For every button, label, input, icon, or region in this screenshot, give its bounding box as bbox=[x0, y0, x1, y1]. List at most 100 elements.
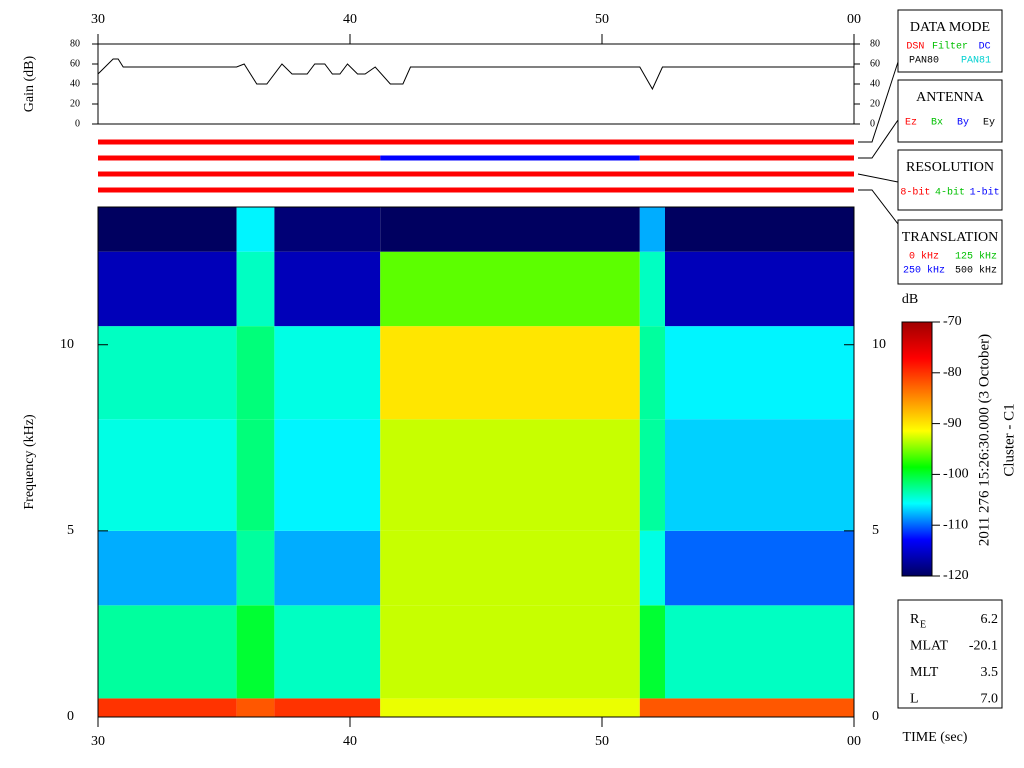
legend-entry: 0 kHz bbox=[909, 251, 939, 263]
spectrogram-cell bbox=[274, 419, 381, 531]
spectrogram-cell bbox=[236, 530, 275, 606]
gain-y-label: Gain (dB) bbox=[22, 55, 37, 112]
connectors bbox=[857, 61, 899, 225]
legend-title: RESOLUTION bbox=[906, 160, 994, 175]
legend-box bbox=[897, 219, 1003, 285]
spectrogram-cell bbox=[639, 251, 665, 327]
y-tick-label: 40 bbox=[870, 78, 880, 89]
x-axis-label: TIME (sec) bbox=[903, 730, 968, 745]
spectrogram-cell bbox=[665, 605, 854, 699]
spectrogram-cell bbox=[380, 698, 640, 717]
spectrogram-cell bbox=[274, 251, 381, 327]
legend-title: TRANSLATION bbox=[902, 230, 998, 245]
spectrogram-cell bbox=[665, 698, 854, 717]
ephemeris-value: 3.5 bbox=[981, 665, 999, 680]
connector bbox=[858, 61, 899, 143]
spectrogram-cell bbox=[236, 419, 275, 531]
ephemeris-value: 6.2 bbox=[981, 612, 999, 627]
spectrogram-cell bbox=[236, 251, 275, 327]
y-tick-label: 0 bbox=[870, 118, 875, 129]
y-tick-label: 40 bbox=[70, 78, 80, 89]
x-tick-label: 50 bbox=[595, 734, 609, 749]
legend-title: DATA MODE bbox=[910, 20, 990, 35]
legend-entry: DSN bbox=[906, 42, 924, 53]
spectrogram-cell bbox=[380, 605, 640, 699]
spectrogram-cell bbox=[274, 530, 381, 606]
y-tick-label: 5 bbox=[872, 523, 879, 538]
x-tick-label: 40 bbox=[343, 12, 357, 27]
x-tick-label: 00 bbox=[847, 734, 861, 749]
connector bbox=[858, 189, 899, 225]
spectrogram-cell bbox=[98, 207, 237, 252]
spectrogram-cell bbox=[236, 207, 275, 252]
colorbar-tick-label: -120 bbox=[943, 568, 969, 583]
x-tick-label: 30 bbox=[91, 734, 105, 749]
legend-entry: Bx bbox=[931, 118, 943, 129]
freq-y-label: Frequency (kHz) bbox=[22, 414, 37, 510]
spectrogram-cell bbox=[274, 698, 381, 717]
spectrogram-cell bbox=[98, 605, 237, 699]
y-tick-label: 0 bbox=[67, 709, 74, 724]
ephemeris-box bbox=[897, 599, 1003, 709]
y-tick-label: 20 bbox=[870, 98, 880, 109]
gain-line bbox=[97, 58, 854, 91]
legend-entry: 500 kHz bbox=[955, 265, 997, 277]
y-tick-label: 80 bbox=[70, 38, 80, 49]
colorbar-tick-label: -110 bbox=[943, 517, 968, 532]
spectrogram-cell bbox=[98, 251, 237, 327]
legend-entry: Filter bbox=[932, 41, 968, 53]
y-tick-label: 80 bbox=[870, 38, 880, 49]
y-tick-label: 5 bbox=[67, 523, 74, 538]
spectrogram-cell bbox=[274, 207, 381, 252]
colorbar-tick-label: -90 bbox=[943, 416, 962, 431]
y-tick-label: 0 bbox=[872, 709, 879, 724]
legend-entry: DC bbox=[979, 42, 991, 53]
y-tick-label: 10 bbox=[60, 337, 74, 352]
legend-entry: By bbox=[957, 118, 969, 129]
spacecraft-label: Cluster - C1 bbox=[1001, 403, 1017, 476]
spectrogram-cell bbox=[380, 207, 640, 252]
spectrogram-cell bbox=[639, 326, 665, 420]
spectrogram-cell bbox=[380, 530, 640, 606]
gain-frame bbox=[97, 43, 855, 125]
spectrogram-cell bbox=[665, 530, 854, 606]
spectrogram-cell bbox=[274, 605, 381, 699]
legend-entry: 8-bit bbox=[900, 187, 930, 199]
colorbar-label: dB bbox=[902, 292, 918, 307]
ephemeris-label: MLAT bbox=[910, 639, 949, 654]
spectrogram-cell bbox=[639, 530, 665, 606]
y-tick-label: 10 bbox=[872, 337, 886, 352]
spectrogram-cell bbox=[665, 207, 854, 252]
spectrogram-cell bbox=[665, 326, 854, 420]
spectrogram-cell bbox=[236, 698, 275, 717]
connector bbox=[857, 173, 899, 183]
ephemeris-value: -20.1 bbox=[969, 639, 998, 654]
colorbar-tick-label: -100 bbox=[943, 467, 969, 482]
legend-entry: Ey bbox=[983, 118, 995, 129]
date-label: 2011 276 15:26:30.000 (3 October) bbox=[976, 334, 992, 546]
x-tick-label: 00 bbox=[847, 12, 861, 27]
spectrogram-cell bbox=[98, 698, 237, 717]
y-tick-label: 0 bbox=[75, 118, 80, 129]
spectrogram-cell bbox=[639, 605, 665, 699]
spectrogram-cell bbox=[380, 251, 640, 327]
spectrogram-cell bbox=[236, 326, 275, 420]
spectrogram-cell bbox=[639, 419, 665, 531]
spectrogram-cell bbox=[98, 530, 237, 606]
legend-entry: 4-bit bbox=[935, 187, 965, 199]
spectrogram-frame bbox=[97, 206, 855, 718]
legend-box bbox=[897, 79, 1003, 143]
ephemeris-subscript: E bbox=[920, 619, 926, 630]
spectrogram-cell bbox=[665, 419, 854, 531]
spectrogram-cell bbox=[380, 419, 640, 531]
spectrogram-cell bbox=[98, 326, 237, 420]
ephemeris-label: MLT bbox=[910, 665, 939, 680]
ephemeris-label: R bbox=[910, 612, 920, 627]
spectrogram-cell bbox=[98, 419, 237, 531]
legend-entry: Ez bbox=[905, 118, 917, 129]
colorbar-tick-label: -80 bbox=[943, 365, 962, 380]
colorbar bbox=[901, 321, 933, 577]
colorbar-tick-label: -70 bbox=[943, 314, 962, 329]
